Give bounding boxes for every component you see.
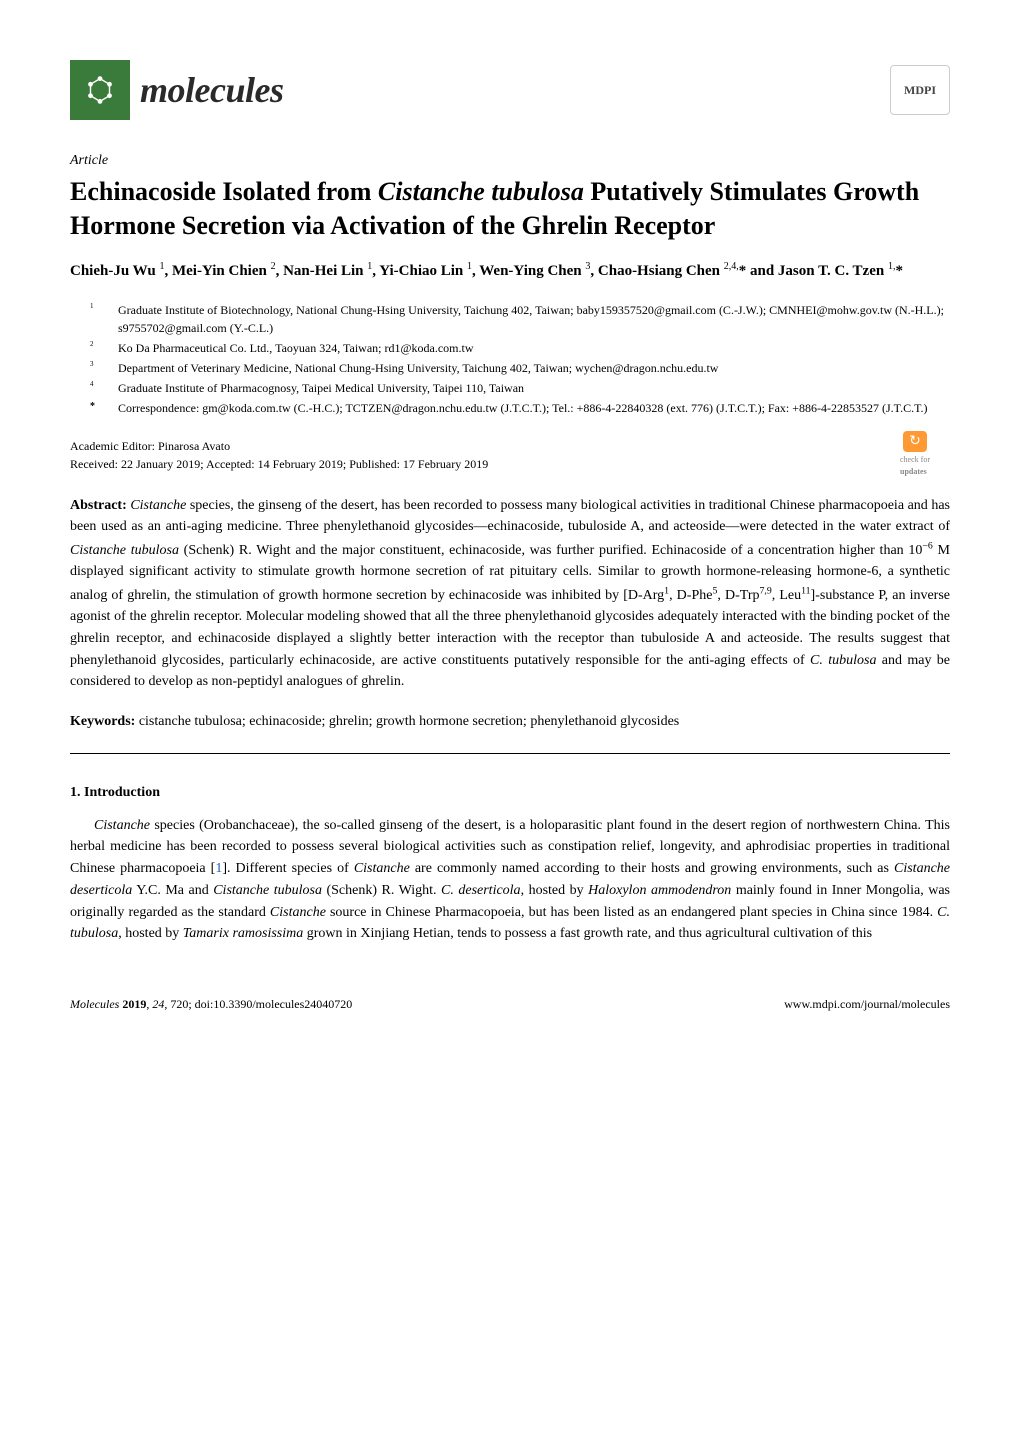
aff-text: Correspondence: gm@koda.com.tw (C.-H.C.)…	[118, 399, 950, 417]
footer-left: Molecules 2019, 24, 720; doi:10.3390/mol…	[70, 995, 352, 1013]
footer-right: www.mdpi.com/journal/molecules	[784, 995, 950, 1013]
title-pre: Echinacoside Isolated from	[70, 177, 378, 206]
aff-text: Graduate Institute of Pharmacognosy, Tai…	[118, 379, 950, 397]
mdpi-logo: MDPI	[890, 65, 950, 115]
affiliation-item: 2 Ko Da Pharmaceutical Co. Ltd., Taoyuan…	[90, 339, 950, 357]
pub-dates: Received: 22 January 2019; Accepted: 14 …	[70, 455, 488, 473]
check-updates-label: check forupdates	[900, 454, 930, 478]
article-type: Article	[70, 150, 950, 171]
journal-logo: molecules	[70, 60, 283, 120]
section-divider	[70, 753, 950, 754]
aff-text: Graduate Institute of Biotechnology, Nat…	[118, 301, 950, 337]
abstract-label: Abstract:	[70, 498, 127, 513]
aff-text: Department of Veterinary Medicine, Natio…	[118, 359, 950, 377]
page-footer: Molecules 2019, 24, 720; doi:10.3390/mol…	[70, 995, 950, 1013]
academic-editor: Academic Editor: Pinarosa Avato	[70, 437, 488, 455]
molecules-icon	[70, 60, 130, 120]
affiliation-item: 3 Department of Veterinary Medicine, Nat…	[90, 359, 950, 377]
aff-num: 3	[90, 359, 102, 377]
aff-num: *	[90, 399, 102, 417]
dates-row: Academic Editor: Pinarosa Avato Received…	[70, 435, 950, 475]
title-italic: Cistanche tubulosa	[378, 177, 584, 206]
header-row: molecules MDPI	[70, 60, 950, 120]
aff-num: 1	[90, 301, 102, 337]
keywords-block: Keywords: cistanche tubulosa; echinacosi…	[70, 711, 950, 733]
aff-text: Ko Da Pharmaceutical Co. Ltd., Taoyuan 3…	[118, 339, 950, 357]
keywords-text: cistanche tubulosa; echinacoside; ghreli…	[135, 714, 679, 729]
keywords-label: Keywords:	[70, 714, 135, 729]
check-updates-badge[interactable]: ↻ check forupdates	[880, 435, 950, 475]
abstract-block: Abstract: Cistanche species, the ginseng…	[70, 495, 950, 694]
affiliation-item: 4 Graduate Institute of Pharmacognosy, T…	[90, 379, 950, 397]
affiliation-item: * Correspondence: gm@koda.com.tw (C.-H.C…	[90, 399, 950, 417]
section-heading: 1. Introduction	[70, 782, 950, 803]
dates-left: Academic Editor: Pinarosa Avato Received…	[70, 437, 488, 473]
affiliation-item: 1 Graduate Institute of Biotechnology, N…	[90, 301, 950, 337]
aff-num: 4	[90, 379, 102, 397]
check-updates-icon: ↻	[903, 431, 927, 452]
intro-text: Cistanche species (Orobanchaceae), the s…	[70, 815, 950, 945]
article-title: Echinacoside Isolated from Cistanche tub…	[70, 175, 950, 243]
affiliations-block: 1 Graduate Institute of Biotechnology, N…	[70, 301, 950, 417]
journal-name: molecules	[140, 63, 283, 117]
intro-paragraph: Cistanche species (Orobanchaceae), the s…	[70, 815, 950, 945]
aff-num: 2	[90, 339, 102, 357]
abstract-text: Cistanche species, the ginseng of the de…	[70, 498, 950, 690]
authors-line: Chieh-Ju Wu 1, Mei-Yin Chien 2, Nan-Hei …	[70, 259, 950, 283]
